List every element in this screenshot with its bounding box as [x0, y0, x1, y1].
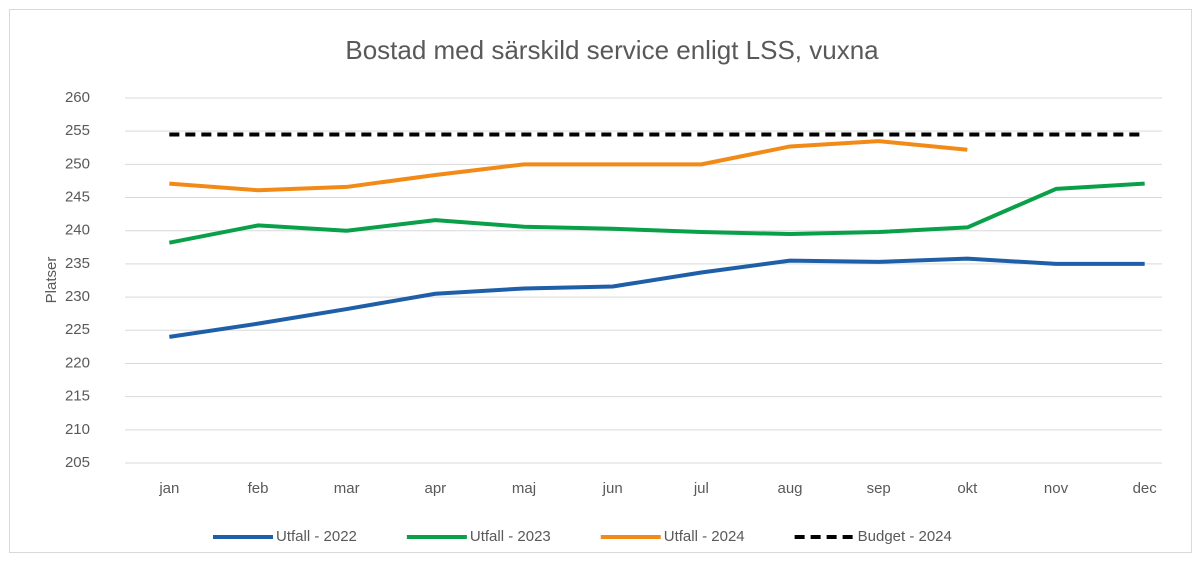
y-tick-label: 205: [65, 454, 90, 471]
x-tick-label: maj: [512, 480, 536, 497]
y-axis-label: Platser: [43, 257, 60, 304]
x-tick-label: nov: [1044, 480, 1069, 497]
legend-label: Utfall - 2023: [470, 528, 551, 545]
line-series: [168, 181, 1145, 245]
legend-label: Utfall - 2024: [664, 528, 745, 545]
x-tick-label: apr: [424, 480, 446, 497]
y-tick-label: 220: [65, 354, 90, 371]
x-tick-label: jun: [602, 480, 623, 497]
x-tick-label: sep: [867, 480, 891, 497]
x-tick-label: okt: [957, 480, 978, 497]
x-tick-label: mar: [334, 480, 360, 497]
line-series: [169, 256, 1145, 339]
legend-label: Budget - 2024: [858, 528, 952, 545]
y-tick-label: 210: [65, 421, 90, 438]
chart-border: [9, 9, 1192, 553]
x-tick-label: jan: [158, 480, 179, 497]
line-series: [169, 139, 968, 193]
y-tick-label: 235: [65, 255, 90, 272]
y-tick-label: 250: [65, 155, 90, 172]
y-tick-label: 230: [65, 288, 90, 305]
x-tick-label: dec: [1133, 480, 1158, 497]
x-tick-label: feb: [248, 480, 269, 497]
x-tick-label: aug: [777, 480, 802, 497]
x-tick-label: jul: [693, 480, 709, 497]
y-tick-label: 255: [65, 122, 90, 139]
y-tick-label: 260: [65, 89, 90, 106]
y-tick-label: 215: [65, 388, 90, 405]
legend-label: Utfall - 2022: [276, 528, 357, 545]
y-tick-label: 240: [65, 222, 90, 239]
y-tick-label: 225: [65, 321, 90, 338]
y-tick-label: 245: [65, 189, 90, 206]
chart-title: Bostad med särskild service enligt LSS, …: [345, 35, 879, 65]
